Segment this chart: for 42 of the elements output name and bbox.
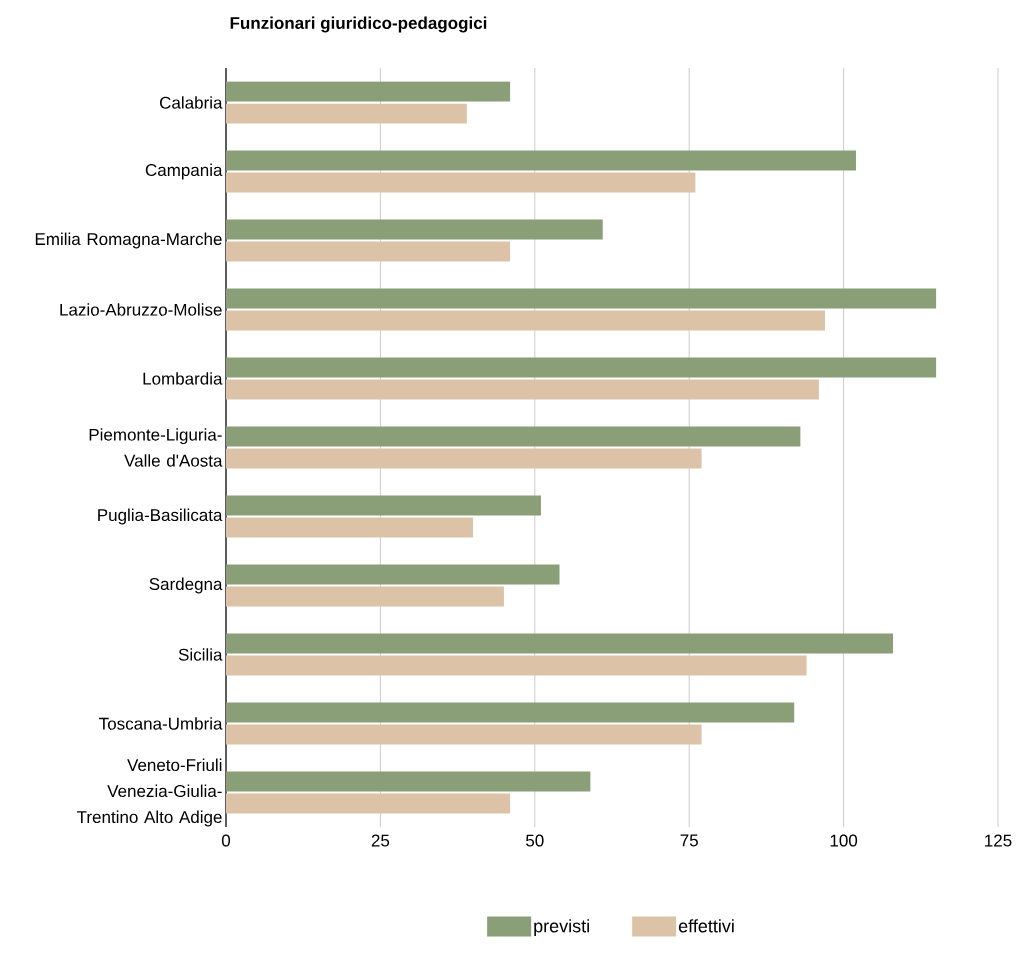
- bar: [226, 150, 856, 171]
- x-tick-label: 100: [830, 834, 858, 847]
- legend-label: effettivi: [678, 919, 734, 933]
- bar: [226, 793, 511, 814]
- y-tick-label: Campania: [145, 163, 223, 180]
- bar: [226, 103, 467, 124]
- bar: [226, 633, 894, 654]
- bar: [226, 655, 807, 676]
- y-tick-label: Sicilia: [178, 648, 223, 661]
- bar: [226, 771, 591, 792]
- bar: [226, 495, 541, 516]
- bar: [226, 517, 474, 538]
- y-tick-label: Veneto-Friuli Venezia-Giulia-Trentino Alto Adige: [77, 758, 222, 827]
- y-tick-label: Emilia Romagna-Marche: [35, 232, 222, 249]
- bar: [226, 241, 511, 262]
- bar: [226, 586, 504, 607]
- x-tick-label: 125: [985, 834, 1012, 847]
- bar: [226, 357, 937, 378]
- y-tick-label: Piemonte-Liguria-Valle d'Aosta: [89, 428, 223, 467]
- y-tick-label: Lazio-Abruzzo-Molise: [60, 303, 222, 316]
- chart-title: Funzionari giuridico-pedagogici: [230, 16, 487, 33]
- y-tick-label: Lombardia: [143, 372, 223, 385]
- bar: [226, 702, 795, 723]
- bar: [226, 724, 702, 745]
- bar: [226, 426, 801, 447]
- y-tick-label: Toscana-Umbria: [99, 717, 223, 730]
- bar: [226, 564, 560, 585]
- bar: [226, 219, 603, 240]
- x-tick-label: 25: [371, 834, 390, 847]
- bar: [226, 310, 826, 331]
- bar: [226, 81, 511, 102]
- x-tick-label: 0: [221, 834, 231, 847]
- y-tick-label: Puglia-Basilicata: [98, 508, 223, 525]
- legend-label: previsti: [534, 919, 589, 936]
- x-tick-label: 75: [680, 834, 698, 847]
- y-tick-label: Calabria: [160, 96, 223, 109]
- bar: [226, 288, 937, 309]
- y-tick-label: Sardegna: [149, 577, 223, 594]
- x-tick-label: 50: [526, 834, 544, 847]
- bar: [226, 172, 696, 193]
- bar: [226, 448, 702, 469]
- bar: [226, 379, 819, 400]
